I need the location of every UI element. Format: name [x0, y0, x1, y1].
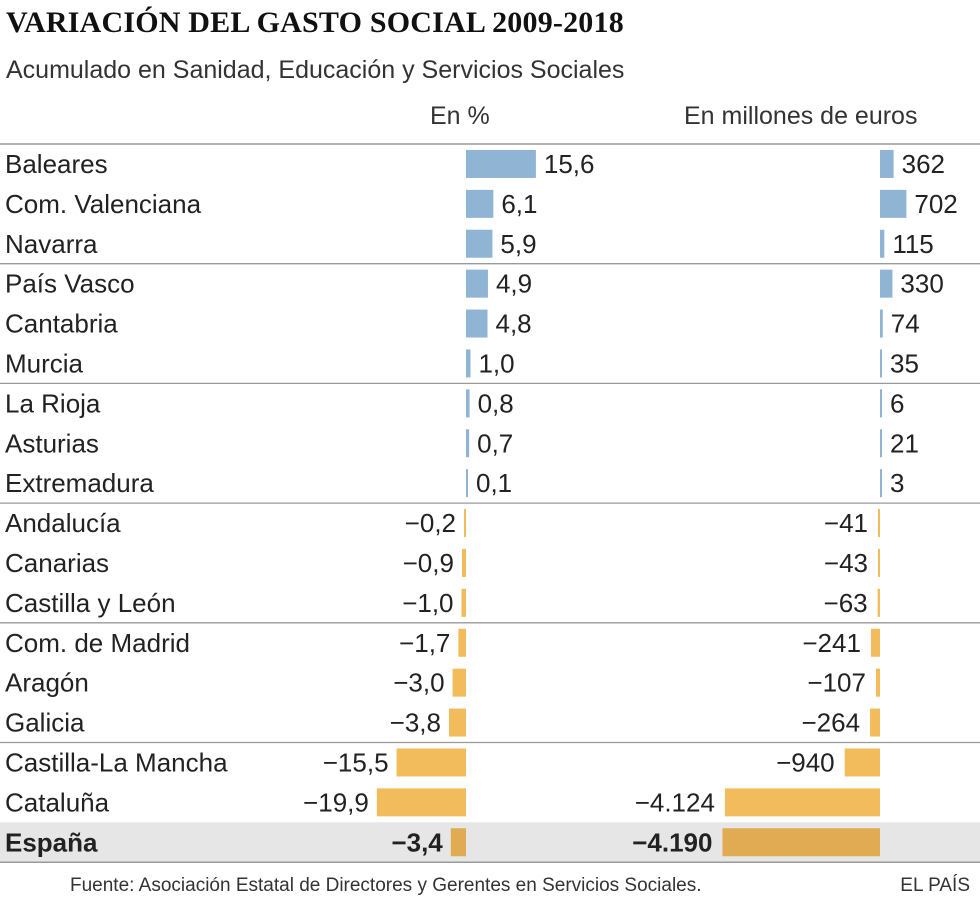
category-label: Asturias: [5, 428, 99, 458]
millions-value-label: 3: [890, 468, 904, 498]
percent-value-label: 6,1: [501, 189, 537, 219]
percent-bar: [466, 349, 471, 378]
category-label: Canarias: [5, 548, 109, 578]
millions-value-label: −4.124: [635, 787, 715, 817]
category-label: Castilla y León: [5, 588, 176, 618]
percent-value-label: −0,2: [405, 508, 456, 538]
percent-value-label: 5,9: [500, 229, 536, 259]
millions-value-label: 702: [914, 189, 957, 219]
percent-bar: [466, 229, 493, 258]
percent-bar: [466, 269, 488, 298]
percent-value-label: 0,7: [477, 428, 513, 458]
millions-bar: [880, 229, 885, 258]
percent-value-label: 0,1: [476, 468, 512, 498]
millions-bar: [880, 149, 894, 178]
category-label: Com. de Madrid: [5, 628, 190, 658]
millions-bar: [880, 429, 882, 458]
millions-bar: [724, 788, 880, 817]
category-label: País Vasco: [5, 269, 135, 299]
millions-bar: [880, 189, 907, 218]
category-label: Andalucía: [5, 508, 121, 538]
percent-bar: [466, 429, 470, 458]
percent-value-label: −19,9: [303, 787, 369, 817]
millions-value-label: 21: [890, 428, 919, 458]
millions-bar: [880, 349, 882, 378]
percent-value-label: −15,5: [323, 747, 389, 777]
percent-bar: [448, 708, 466, 737]
percent-bar: [452, 668, 466, 697]
millions-value-label: −241: [802, 628, 861, 658]
millions-value-label: −63: [824, 588, 868, 618]
category-label: España: [5, 827, 98, 857]
millions-value-label: −43: [824, 548, 868, 578]
percent-bar: [450, 828, 466, 857]
millions-bar: [880, 309, 883, 338]
percent-value-label: 4,9: [496, 269, 532, 299]
percent-bar: [461, 588, 466, 617]
category-label: Com. Valenciana: [5, 189, 202, 219]
millions-bar: [722, 828, 880, 857]
category-label: Navarra: [5, 229, 98, 259]
millions-bar: [877, 588, 880, 617]
source-note: Fuente: Asociación Estatal de Directores…: [70, 875, 702, 896]
column-header-millions: En millones de euros: [684, 102, 918, 130]
millions-bar: [880, 469, 882, 498]
millions-bar: [870, 628, 880, 657]
percent-value-label: 0,8: [478, 388, 514, 418]
category-label: Cataluña: [5, 787, 110, 817]
millions-value-label: −4.190: [632, 827, 712, 857]
millions-value-label: 330: [900, 269, 943, 299]
percent-value-label: 15,6: [544, 149, 595, 179]
percent-value-label: 4,8: [496, 309, 532, 339]
column-header-percent: En %: [430, 102, 490, 130]
category-label: Cantabria: [5, 309, 118, 339]
millions-value-label: −41: [824, 508, 868, 538]
percent-bar: [466, 469, 468, 498]
category-label: Castilla-La Mancha: [5, 747, 228, 777]
millions-value-label: −940: [776, 747, 835, 777]
chart-title: VARIACIÓN DEL GASTO SOCIAL 2009-2018: [6, 6, 624, 39]
millions-bar: [870, 708, 880, 737]
millions-value-label: 362: [902, 149, 945, 179]
category-label: Aragón: [5, 668, 89, 698]
percent-value-label: −3,0: [393, 668, 444, 698]
millions-value-label: −107: [807, 668, 866, 698]
category-label: Baleares: [5, 149, 108, 179]
percent-bar: [458, 628, 466, 657]
percent-value-label: 1,0: [478, 348, 514, 378]
percent-bar: [461, 548, 466, 577]
percent-bar: [376, 788, 466, 817]
millions-value-label: 6: [890, 388, 904, 418]
category-label: La Rioja: [5, 388, 101, 418]
millions-bar: [878, 548, 880, 577]
millions-bar: [880, 269, 893, 298]
millions-value-label: −264: [801, 708, 860, 738]
millions-bar: [880, 389, 882, 418]
percent-bar: [466, 149, 536, 178]
chart-subtitle: Acumulado en Sanidad, Educación y Servic…: [6, 56, 625, 84]
brand-logo: EL PAÍS: [900, 875, 970, 896]
millions-bar: [875, 668, 880, 697]
millions-value-label: 74: [891, 309, 920, 339]
percent-value-label: −3,8: [390, 708, 441, 738]
percent-value-label: −3,4: [391, 827, 443, 857]
category-label: Galicia: [5, 708, 85, 738]
percent-bar: [466, 309, 488, 338]
millions-bar: [878, 509, 880, 538]
category-label: Extremadura: [5, 468, 154, 498]
category-label: Murcia: [5, 348, 84, 378]
percent-bar: [466, 389, 470, 418]
percent-bar: [464, 509, 466, 538]
percent-bar: [466, 189, 494, 218]
millions-value-label: 35: [890, 348, 919, 378]
percent-value-label: −0,9: [403, 548, 454, 578]
percent-value-label: −1,7: [399, 628, 450, 658]
millions-value-label: 115: [892, 229, 933, 259]
percent-bar: [396, 748, 466, 777]
millions-bar: [844, 748, 880, 777]
percent-value-label: −1,0: [402, 588, 453, 618]
